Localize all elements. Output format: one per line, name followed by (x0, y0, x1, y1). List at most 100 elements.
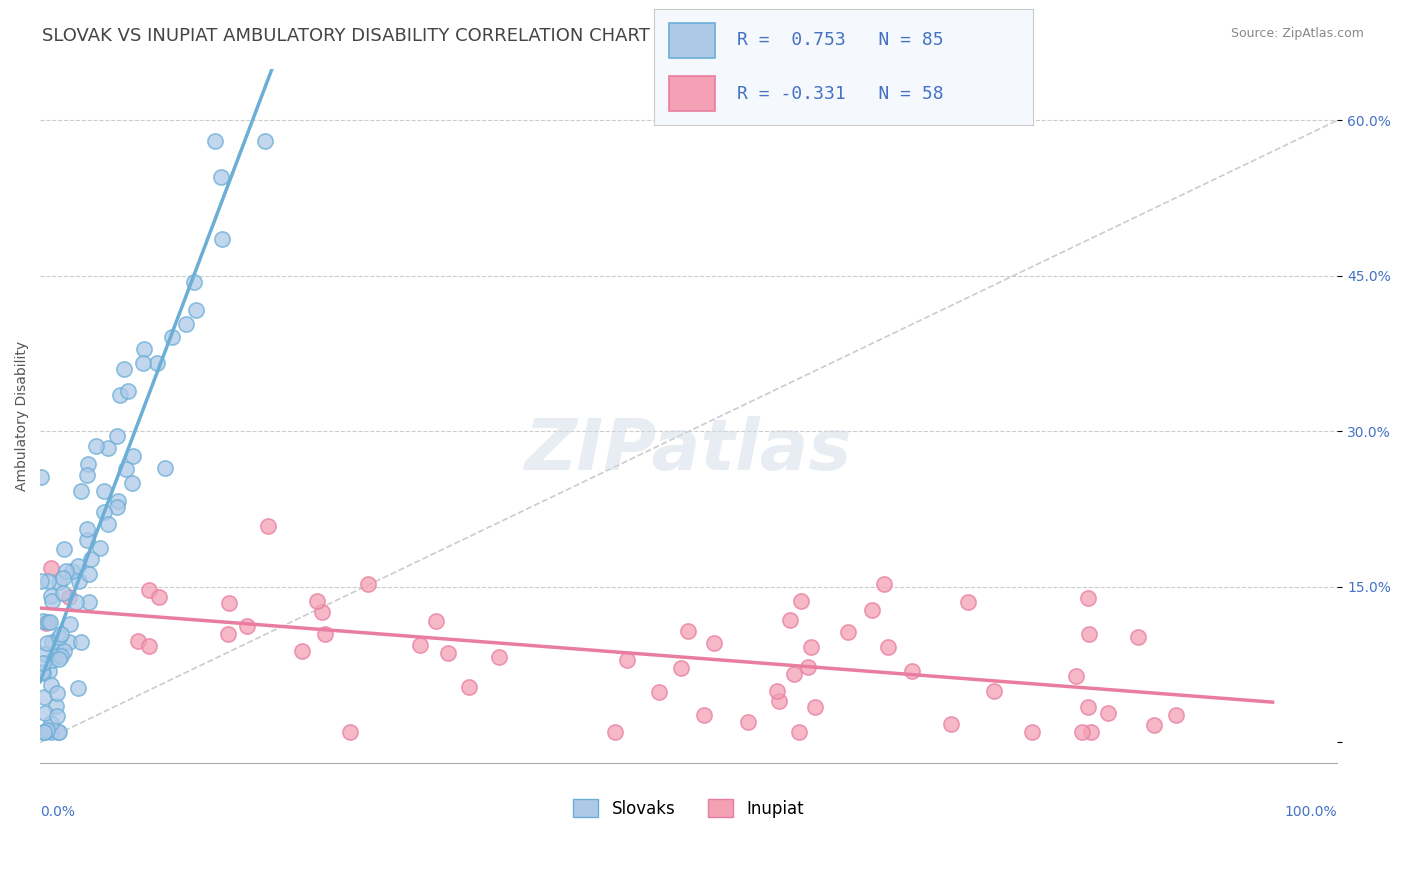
Point (1078, 626, 1101, 640)
Point (1143, 717, 1166, 731)
Point (217, 627, 239, 641)
Point (900, 665, 922, 679)
Text: R = -0.331   N = 58: R = -0.331 N = 58 (737, 85, 943, 103)
Point (211, 232, 233, 246)
Point (30, 470, 52, 484)
Point (31, 656, 53, 670)
Point (65, 595, 87, 609)
Point (146, 356, 169, 370)
Point (314, 627, 336, 641)
Point (790, 593, 813, 607)
Point (872, 576, 894, 591)
Point (58, 590, 80, 604)
Point (55, 565, 77, 579)
Point (97, 441, 120, 455)
Point (105, 500, 128, 514)
Point (957, 595, 980, 609)
Point (39, 590, 62, 604)
Point (49, 649, 72, 664)
Point (257, 518, 280, 533)
Point (291, 644, 314, 658)
Point (52, 571, 75, 585)
Point (66, 559, 89, 574)
Point (93, 483, 115, 498)
Text: 100.0%: 100.0% (1285, 805, 1337, 819)
Point (837, 625, 859, 640)
Point (183, 275, 205, 289)
Point (76, 467, 98, 482)
Point (132, 356, 155, 370)
Point (93, 505, 115, 519)
Point (121, 475, 143, 490)
Point (39, 560, 62, 574)
Point (46, 647, 69, 661)
Point (38, 615, 60, 629)
Point (86, 439, 108, 453)
Point (58, 634, 80, 648)
Point (59, 617, 82, 632)
Point (46, 685, 69, 699)
Point (34, 706, 56, 720)
Point (647, 685, 669, 699)
Point (1021, 725, 1043, 739)
Point (703, 635, 725, 649)
Point (39, 715, 62, 730)
Point (37, 574, 59, 588)
Point (35, 616, 58, 631)
Point (737, 715, 759, 730)
Point (1080, 725, 1102, 739)
Point (162, 329, 184, 343)
Point (209, 170, 232, 185)
Point (1070, 725, 1092, 739)
Point (89, 541, 111, 555)
Point (53, 542, 76, 557)
Point (357, 576, 380, 591)
Point (32, 725, 55, 739)
Point (1126, 630, 1149, 644)
Point (112, 361, 135, 376)
Point (69, 483, 91, 498)
Point (605, 725, 627, 739)
Point (768, 694, 790, 708)
Point (669, 661, 692, 675)
Point (800, 640, 823, 654)
Point (186, 302, 208, 317)
Point (49, 627, 72, 641)
Point (983, 684, 1005, 698)
Point (80, 552, 103, 566)
Point (307, 594, 329, 608)
Point (766, 684, 789, 698)
Bar (669, 23, 714, 58)
Point (60, 564, 83, 578)
Point (48, 725, 70, 739)
Point (692, 707, 714, 722)
Point (45, 709, 67, 723)
Point (31, 665, 53, 679)
Point (797, 660, 820, 674)
Point (70, 635, 93, 649)
Point (876, 640, 898, 654)
Point (32, 690, 55, 704)
Point (138, 639, 160, 653)
Point (678, 624, 700, 639)
Point (311, 605, 333, 619)
Y-axis label: Ambulatory Disability: Ambulatory Disability (15, 341, 30, 491)
Point (218, 595, 240, 609)
Point (31, 665, 53, 680)
Point (39, 725, 62, 739)
Point (48, 574, 70, 589)
Point (127, 633, 149, 648)
Point (138, 582, 160, 597)
Point (437, 647, 460, 661)
Point (153, 461, 176, 475)
Point (458, 680, 481, 694)
Point (41, 635, 63, 649)
Point (67, 681, 90, 695)
Bar (669, 76, 714, 111)
Point (48, 631, 70, 645)
Point (34, 647, 56, 661)
Point (1166, 707, 1188, 722)
Point (97, 516, 120, 531)
Point (41, 653, 63, 667)
Point (117, 384, 139, 398)
